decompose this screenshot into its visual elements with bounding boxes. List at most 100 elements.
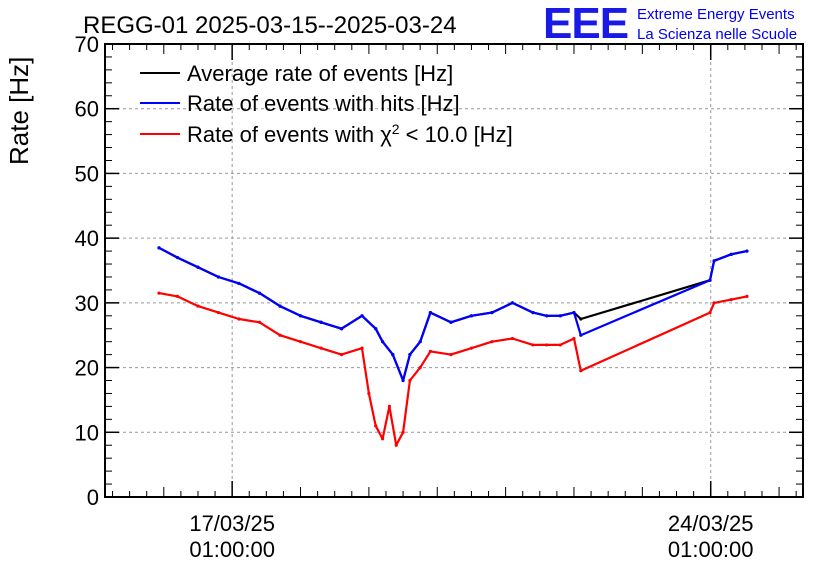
data-point: [418, 365, 422, 370]
data-point: [558, 314, 562, 318]
data-point: [360, 346, 364, 350]
x-tick-label-time: 01:00:00: [189, 537, 275, 562]
y-tick-label: 60: [75, 97, 99, 122]
data-point: [257, 320, 262, 324]
eee-logo-mark: EEE: [543, 0, 628, 48]
data-point: [237, 281, 241, 286]
data-point: [175, 294, 180, 298]
data-point: [572, 310, 576, 315]
data-point: [708, 278, 712, 282]
legend-label-average: Average rate of events [Hz]: [187, 61, 453, 86]
data-point: [510, 301, 515, 305]
data-point: [380, 340, 385, 344]
series-0: [157, 246, 749, 383]
series-line: [158, 246, 748, 382]
data-point: [579, 317, 583, 321]
data-point: [745, 249, 749, 253]
data-point: [391, 353, 395, 357]
data-point: [401, 378, 405, 383]
series-2: [157, 291, 749, 447]
data-point: [449, 320, 453, 324]
series-1: [157, 246, 749, 383]
y-axis-label: Rate [Hz]: [4, 57, 34, 165]
legend-label-chi2-tail: < 10.0 [Hz]: [400, 122, 513, 147]
legend-entry-average: Average rate of events [Hz]: [140, 61, 453, 86]
data-point: [428, 349, 433, 353]
data-point: [360, 314, 364, 318]
eee-logo-line1: Extreme Energy Events: [637, 6, 795, 23]
legend-entry-chi2: Rate of events with χ2 < 10.0 [Hz]: [140, 121, 513, 147]
data-point: [408, 378, 412, 383]
data-point: [374, 424, 378, 428]
y-tick-label: 10: [75, 420, 99, 445]
data-point: [157, 246, 161, 250]
data-point: [319, 346, 323, 350]
data-point: [216, 310, 221, 315]
y-ticks: 0 10 20 30 40 50 60 70: [75, 32, 803, 510]
data-point: [339, 327, 344, 331]
data-point: [545, 343, 549, 347]
data-point: [708, 310, 712, 315]
series-group: [157, 246, 749, 447]
data-point: [298, 314, 303, 318]
data-point: [712, 259, 716, 263]
data-point: [510, 336, 515, 341]
eee-logo: EEE Extreme Energy Events La Scienza nel…: [543, 0, 797, 48]
data-point: [469, 346, 474, 350]
series-line: [158, 246, 748, 382]
legend-label-chi2: Rate of events with χ2 < 10.0 [Hz]: [187, 121, 513, 147]
data-point: [449, 353, 453, 357]
legend-entry-hits: Rate of events with hits [Hz]: [140, 91, 460, 116]
series-line: [158, 292, 748, 447]
data-point: [401, 430, 405, 434]
data-point: [319, 320, 323, 324]
x-tick-label-time: 01:00:00: [668, 537, 754, 562]
data-point: [278, 333, 282, 337]
y-tick-label: 30: [75, 291, 99, 316]
data-point: [558, 343, 562, 347]
chart-title: REGG-01 2025-03-15--2025-03-24: [83, 12, 457, 39]
legend-label-chi2-sup: 2: [392, 121, 400, 137]
legend-label-chi2-main: Rate of events with χ: [187, 122, 392, 147]
data-point: [374, 327, 378, 331]
data-point: [469, 314, 474, 318]
data-point: [175, 255, 180, 260]
data-point: [545, 314, 549, 318]
data-point: [572, 336, 576, 341]
data-point: [490, 340, 494, 344]
data-point: [257, 291, 262, 295]
data-point: [278, 304, 282, 308]
y-tick-label: 50: [75, 161, 99, 186]
data-point: [339, 353, 344, 357]
data-point: [298, 340, 303, 344]
grid: [105, 44, 803, 497]
y-tick-label: 70: [75, 32, 99, 57]
eee-logo-line2: La Scienza nelle Scuole: [637, 26, 797, 43]
x-tick-label-date: 24/03/25: [668, 511, 754, 536]
x-tick-label-date: 17/03/25: [189, 511, 275, 536]
data-point: [490, 310, 494, 315]
data-point: [428, 310, 433, 315]
data-point: [579, 369, 583, 373]
data-point: [729, 252, 733, 256]
data-point: [531, 310, 535, 315]
legend-label-hits: Rate of events with hits [Hz]: [187, 91, 460, 116]
data-point: [729, 298, 733, 302]
data-point: [216, 275, 221, 279]
y-tick-label: 40: [75, 226, 99, 251]
data-point: [712, 301, 716, 305]
data-point: [531, 343, 535, 347]
data-point: [157, 291, 161, 295]
data-point: [418, 340, 422, 344]
y-tick-label: 20: [75, 356, 99, 381]
data-point: [745, 294, 749, 298]
y-tick-label: 0: [87, 485, 99, 510]
data-point: [579, 333, 583, 337]
legend: Average rate of events [Hz] Rate of even…: [140, 61, 513, 147]
data-point: [387, 404, 391, 408]
data-point: [394, 443, 398, 447]
data-point: [408, 353, 412, 357]
data-point: [196, 304, 200, 308]
